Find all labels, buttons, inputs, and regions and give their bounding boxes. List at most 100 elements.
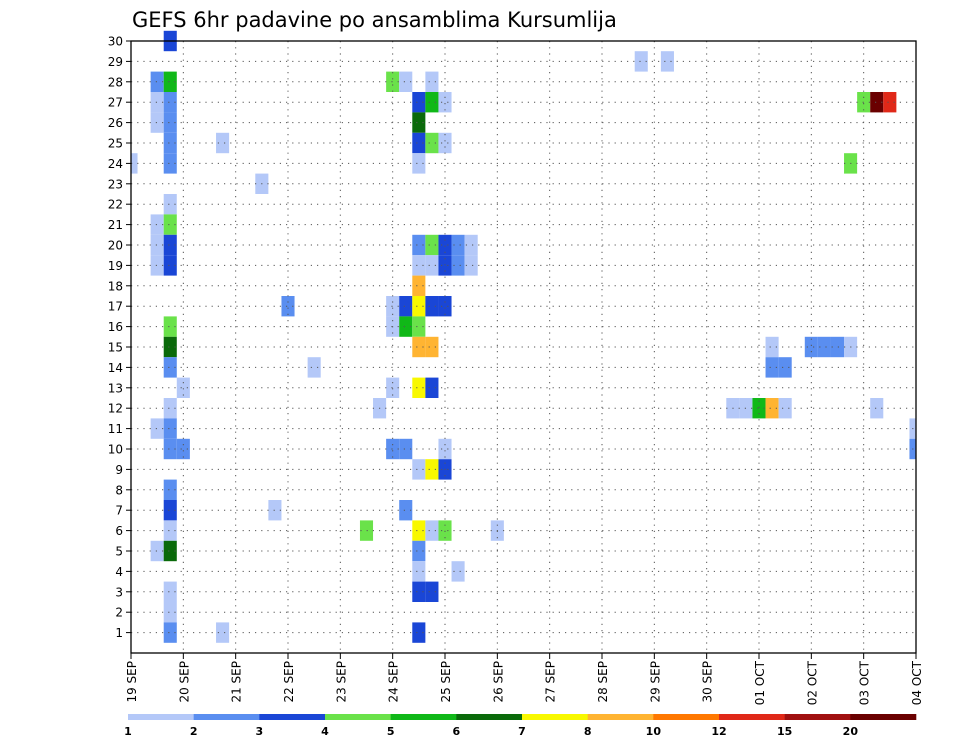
precip-cell <box>163 316 177 337</box>
colorbar-label: 5 <box>387 725 395 738</box>
precip-cell <box>399 316 413 337</box>
precip-cell <box>163 153 177 174</box>
precip-cell <box>163 479 177 500</box>
precip-cell <box>412 255 426 276</box>
colorbar-swatch <box>522 714 588 720</box>
precip-cell <box>438 132 452 154</box>
precip-cell <box>163 194 177 215</box>
precip-cell <box>386 377 400 398</box>
cells-layer <box>131 30 916 643</box>
precip-cell <box>216 622 230 643</box>
precip-cell <box>438 520 452 541</box>
colorbar-label: 12 <box>711 725 726 738</box>
precip-cell <box>150 234 164 256</box>
colorbar-label: 3 <box>256 725 264 738</box>
chart-title: GEFS 6hr padavine po ansamblima Kursumli… <box>132 8 617 32</box>
colorbar-swatch <box>128 714 194 720</box>
colorbar-label: 15 <box>777 725 792 738</box>
precip-cell <box>438 234 452 256</box>
precip-cell <box>412 540 426 562</box>
y-tick-label: 8 <box>115 483 123 497</box>
y-tick-label: 23 <box>108 177 123 191</box>
y-tick-label: 30 <box>108 35 123 49</box>
y-tick-label: 28 <box>108 75 123 89</box>
precip-cell <box>386 296 400 317</box>
precip-cell <box>412 581 426 602</box>
precip-cell <box>163 132 177 154</box>
colorbar-swatch <box>193 714 260 720</box>
precip-cell <box>399 71 413 92</box>
x-tick-label: 24 SEP <box>387 661 401 703</box>
precip-cell <box>150 255 164 276</box>
precip-cell <box>412 296 426 317</box>
precip-cell <box>150 540 164 562</box>
precip-cell <box>870 398 884 419</box>
x-tick-label: 02 OCT <box>805 660 819 705</box>
precip-cell <box>412 112 426 133</box>
precip-cell <box>425 71 439 92</box>
precip-cell <box>660 51 674 72</box>
grid-lines <box>131 40 916 653</box>
plot-frame <box>130 40 917 654</box>
precip-cell <box>386 438 400 460</box>
precip-cell <box>163 336 177 358</box>
colorbar-swatch <box>325 714 391 720</box>
precip-cell <box>412 622 426 643</box>
precip-cell <box>399 296 413 317</box>
colorbar-label: 10 <box>646 725 662 738</box>
precip-cell <box>778 398 792 419</box>
precip-cell <box>451 561 465 582</box>
precip-cell <box>412 561 426 582</box>
x-tick-label: 29 SEP <box>648 661 662 703</box>
x-tick-label: 23 SEP <box>334 661 348 703</box>
precip-cell <box>883 92 897 113</box>
precip-cell <box>163 214 177 235</box>
precip-cell <box>163 418 177 439</box>
y-tick-label: 24 <box>108 157 123 171</box>
precip-cell <box>438 438 452 460</box>
y-tick-label: 10 <box>108 443 123 457</box>
y-tick-label: 13 <box>108 381 123 395</box>
x-tick-label: 21 SEP <box>230 661 244 703</box>
y-tick-label: 2 <box>115 606 123 620</box>
precip-cell <box>163 92 177 113</box>
x-tick-label: 01 OCT <box>753 660 767 705</box>
y-tick-label: 22 <box>108 198 123 212</box>
precip-cell <box>163 500 177 521</box>
precip-cell <box>870 92 884 113</box>
y-tick-label: 16 <box>108 320 123 334</box>
precip-cell <box>163 438 177 460</box>
y-tick-label: 9 <box>115 463 123 477</box>
precip-cell <box>425 92 439 113</box>
precip-cell <box>765 398 779 419</box>
precip-cell <box>386 71 400 92</box>
precip-cell <box>163 255 177 276</box>
precip-cell <box>634 51 648 72</box>
colorbar-label: 6 <box>453 725 461 738</box>
y-tick-label: 3 <box>115 585 123 599</box>
precip-cell <box>438 92 452 113</box>
precip-cell <box>765 336 779 358</box>
precip-cell <box>399 500 413 521</box>
precip-cell <box>163 622 177 643</box>
y-tick-label: 11 <box>108 422 123 436</box>
colorbar-label: 20 <box>843 725 859 738</box>
y-tick-label: 21 <box>108 218 123 232</box>
precip-cell <box>131 153 138 174</box>
colorbar-swatch <box>259 714 326 720</box>
y-tick-label: 12 <box>108 402 123 416</box>
precip-cell <box>268 500 282 521</box>
precip-cell <box>412 153 426 174</box>
x-tick-label: 03 OCT <box>858 660 872 705</box>
precip-cell <box>163 234 177 256</box>
precip-cell <box>425 377 439 398</box>
y-tick-label: 5 <box>115 545 123 559</box>
precip-cell <box>451 255 465 276</box>
precip-cell <box>307 357 321 378</box>
precip-cell <box>425 255 439 276</box>
precip-cell <box>451 234 465 256</box>
x-tick-label: 20 SEP <box>177 661 191 703</box>
precip-cell <box>438 296 452 317</box>
precip-cell <box>464 255 478 276</box>
